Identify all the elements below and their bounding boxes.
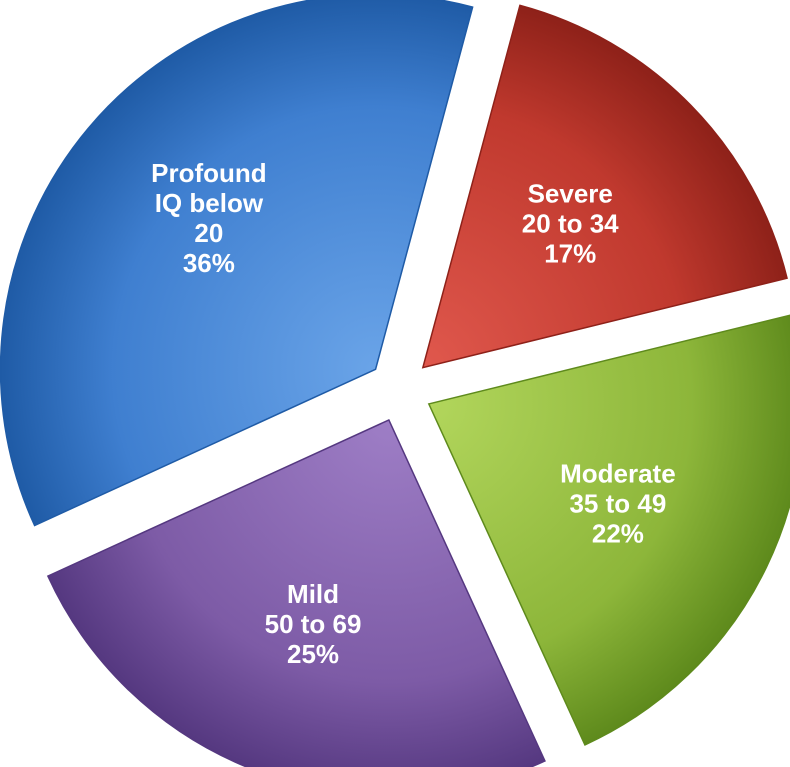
- pie-slice-mild: [46, 418, 546, 767]
- pie-slice-moderate: [427, 314, 790, 746]
- slice-label-range: 50 to 69: [265, 609, 362, 639]
- pie-slice-profound: [0, 0, 474, 527]
- slice-label-mild: Mild 50 to 69 25%: [265, 579, 362, 669]
- slice-label-profound: Profound IQ below 20 36%: [151, 158, 267, 278]
- slice-label-range: 20 to 34: [522, 208, 619, 238]
- labels-layer: Severe 20 to 34 17% Moderate 35 to 49 22% Mild…: [151, 158, 676, 669]
- slice-label-percent-label: 36%: [183, 248, 235, 278]
- pie-slice-severe: [421, 4, 788, 369]
- slice-label-name: Mild: [287, 579, 339, 609]
- slice-label-name: Profound: [151, 158, 267, 188]
- slice-label-range: 35 to 49: [569, 489, 666, 519]
- slice-label-severe: Severe 20 to 34 17%: [522, 178, 619, 268]
- slice-label-range: 20: [194, 218, 223, 248]
- slice-label-name: Moderate: [560, 459, 676, 489]
- slice-label-percent-label: 17%: [544, 238, 596, 268]
- slice-label-moderate: Moderate 35 to 49 22%: [560, 459, 676, 549]
- slice-label-name-line2: IQ below: [155, 188, 264, 218]
- slice-label-percent-label: 25%: [287, 639, 339, 669]
- slice-label-percent-label: 22%: [592, 519, 644, 549]
- slice-label-name: Severe: [528, 178, 613, 208]
